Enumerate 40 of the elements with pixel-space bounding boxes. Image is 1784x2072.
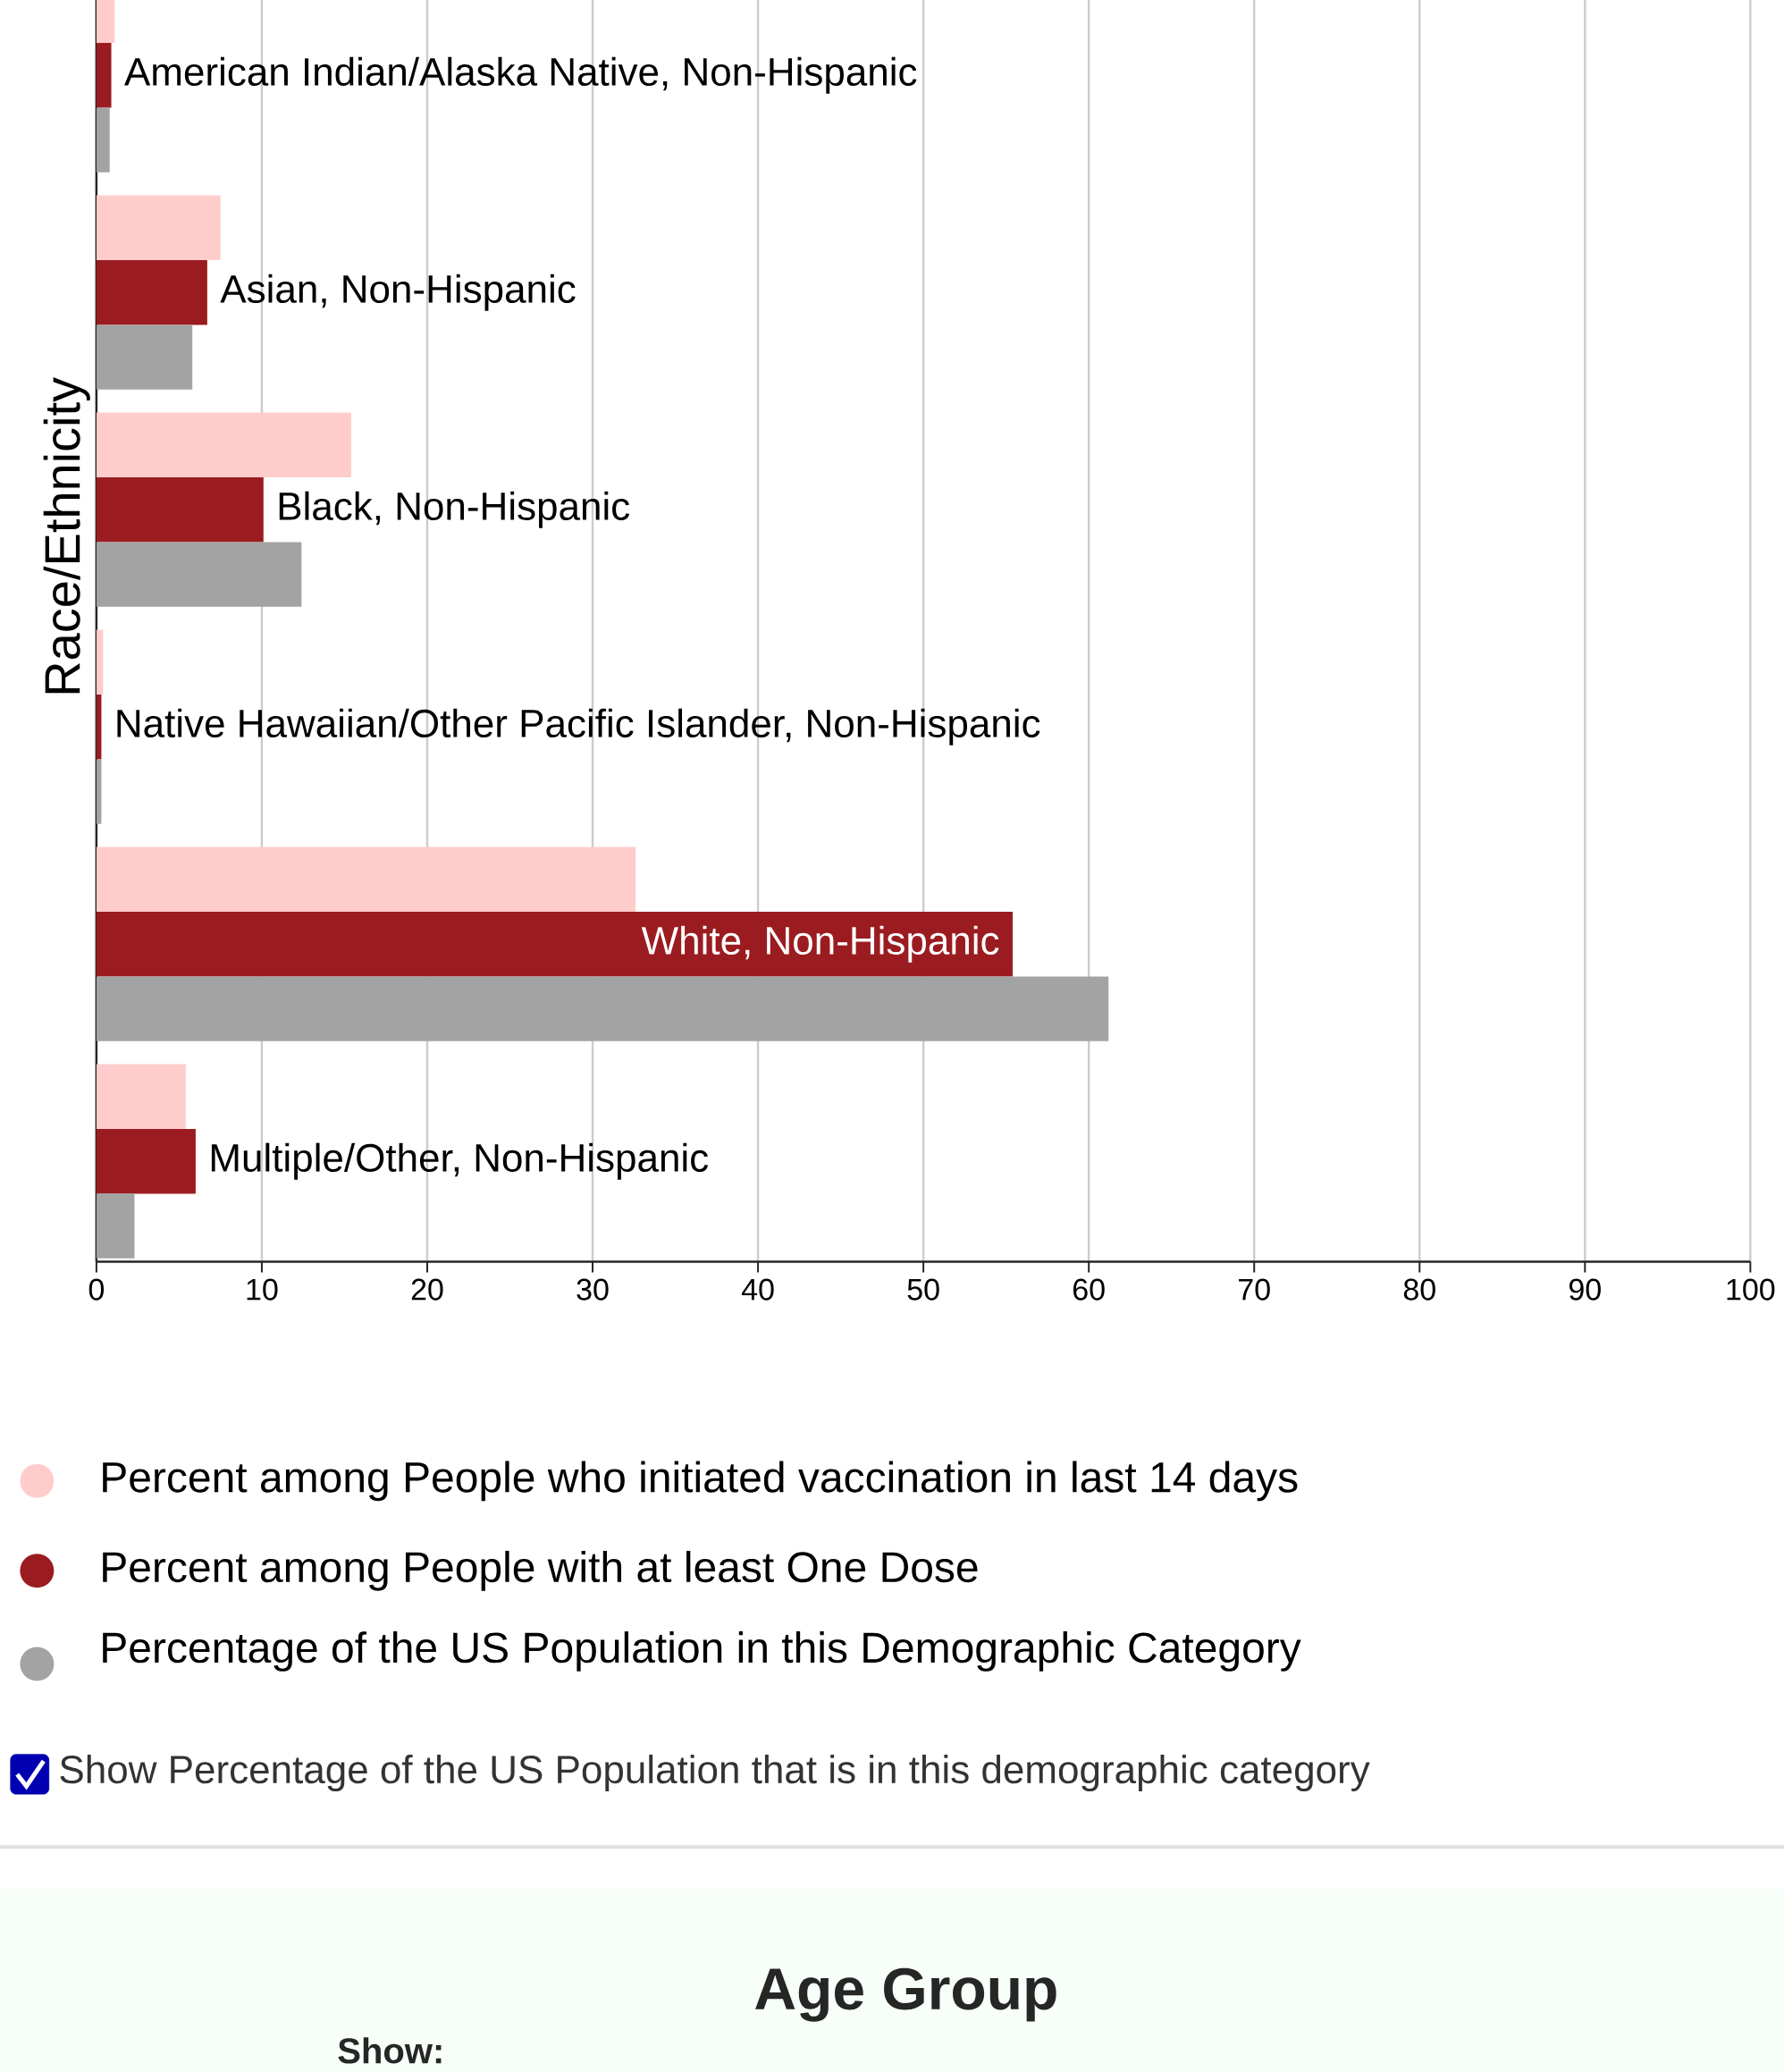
bar bbox=[96, 477, 264, 543]
x-tick-label: 100 bbox=[1727, 1278, 1775, 1301]
x-tick-label: 30 bbox=[576, 1278, 609, 1301]
bar bbox=[96, 260, 207, 325]
y-tick-label: Black, Non-Hispanic bbox=[279, 491, 630, 528]
x-tick-label: 40 bbox=[741, 1278, 774, 1301]
bar bbox=[96, 759, 102, 824]
x-tick-label: 80 bbox=[1403, 1278, 1435, 1301]
bar bbox=[96, 976, 1109, 1041]
bar bbox=[96, 629, 104, 695]
bar bbox=[96, 412, 351, 478]
bar bbox=[96, 911, 1014, 977]
bar bbox=[96, 324, 193, 390]
bar bbox=[96, 1064, 186, 1129]
x-tick-label: 20 bbox=[411, 1278, 443, 1301]
legend-label: Percentage of the US Population in this Demographic Category bbox=[103, 1631, 1301, 1672]
text: Show Percentage of the US Population that is in this demographic category bbox=[60, 1754, 1370, 1791]
bar bbox=[96, 1128, 196, 1194]
bar bbox=[96, 694, 102, 760]
y-tick-label: Multiple/Other, Non-Hispanic bbox=[211, 1142, 709, 1180]
legend-label: Percent among People with at least One Dose bbox=[103, 1550, 978, 1591]
y-tick-label: American Indian/Alaska Native, Non-Hispanic bbox=[124, 56, 917, 94]
legend-label: Percent among People who initiated vaccination in last 14 days bbox=[103, 1461, 1298, 1502]
x-tick-label: 90 bbox=[1569, 1278, 1601, 1301]
x-tick-label: 70 bbox=[1239, 1278, 1270, 1301]
text: Age Group bbox=[755, 1967, 1056, 2022]
bar bbox=[96, 195, 221, 261]
x-tick-label: 50 bbox=[907, 1278, 939, 1301]
bar bbox=[96, 846, 636, 912]
bar bbox=[96, 542, 302, 607]
x-tick-label: 0 bbox=[88, 1278, 105, 1301]
y-tick-label: Asian, Non-Hispanic bbox=[220, 274, 576, 311]
y-tick-label: White, Non-Hispanic bbox=[641, 925, 999, 963]
bar bbox=[96, 1193, 135, 1259]
y-tick-label: Native Hawaiian/Other Pacific Islander, Non-Hispanic bbox=[117, 708, 1040, 745]
x-tick-label: 60 bbox=[1073, 1278, 1105, 1301]
y-axis-title: Race/Ethnicity bbox=[43, 377, 90, 694]
bar bbox=[96, 107, 110, 173]
text: Show: bbox=[338, 2037, 442, 2064]
x-tick-label: 10 bbox=[247, 1278, 278, 1301]
